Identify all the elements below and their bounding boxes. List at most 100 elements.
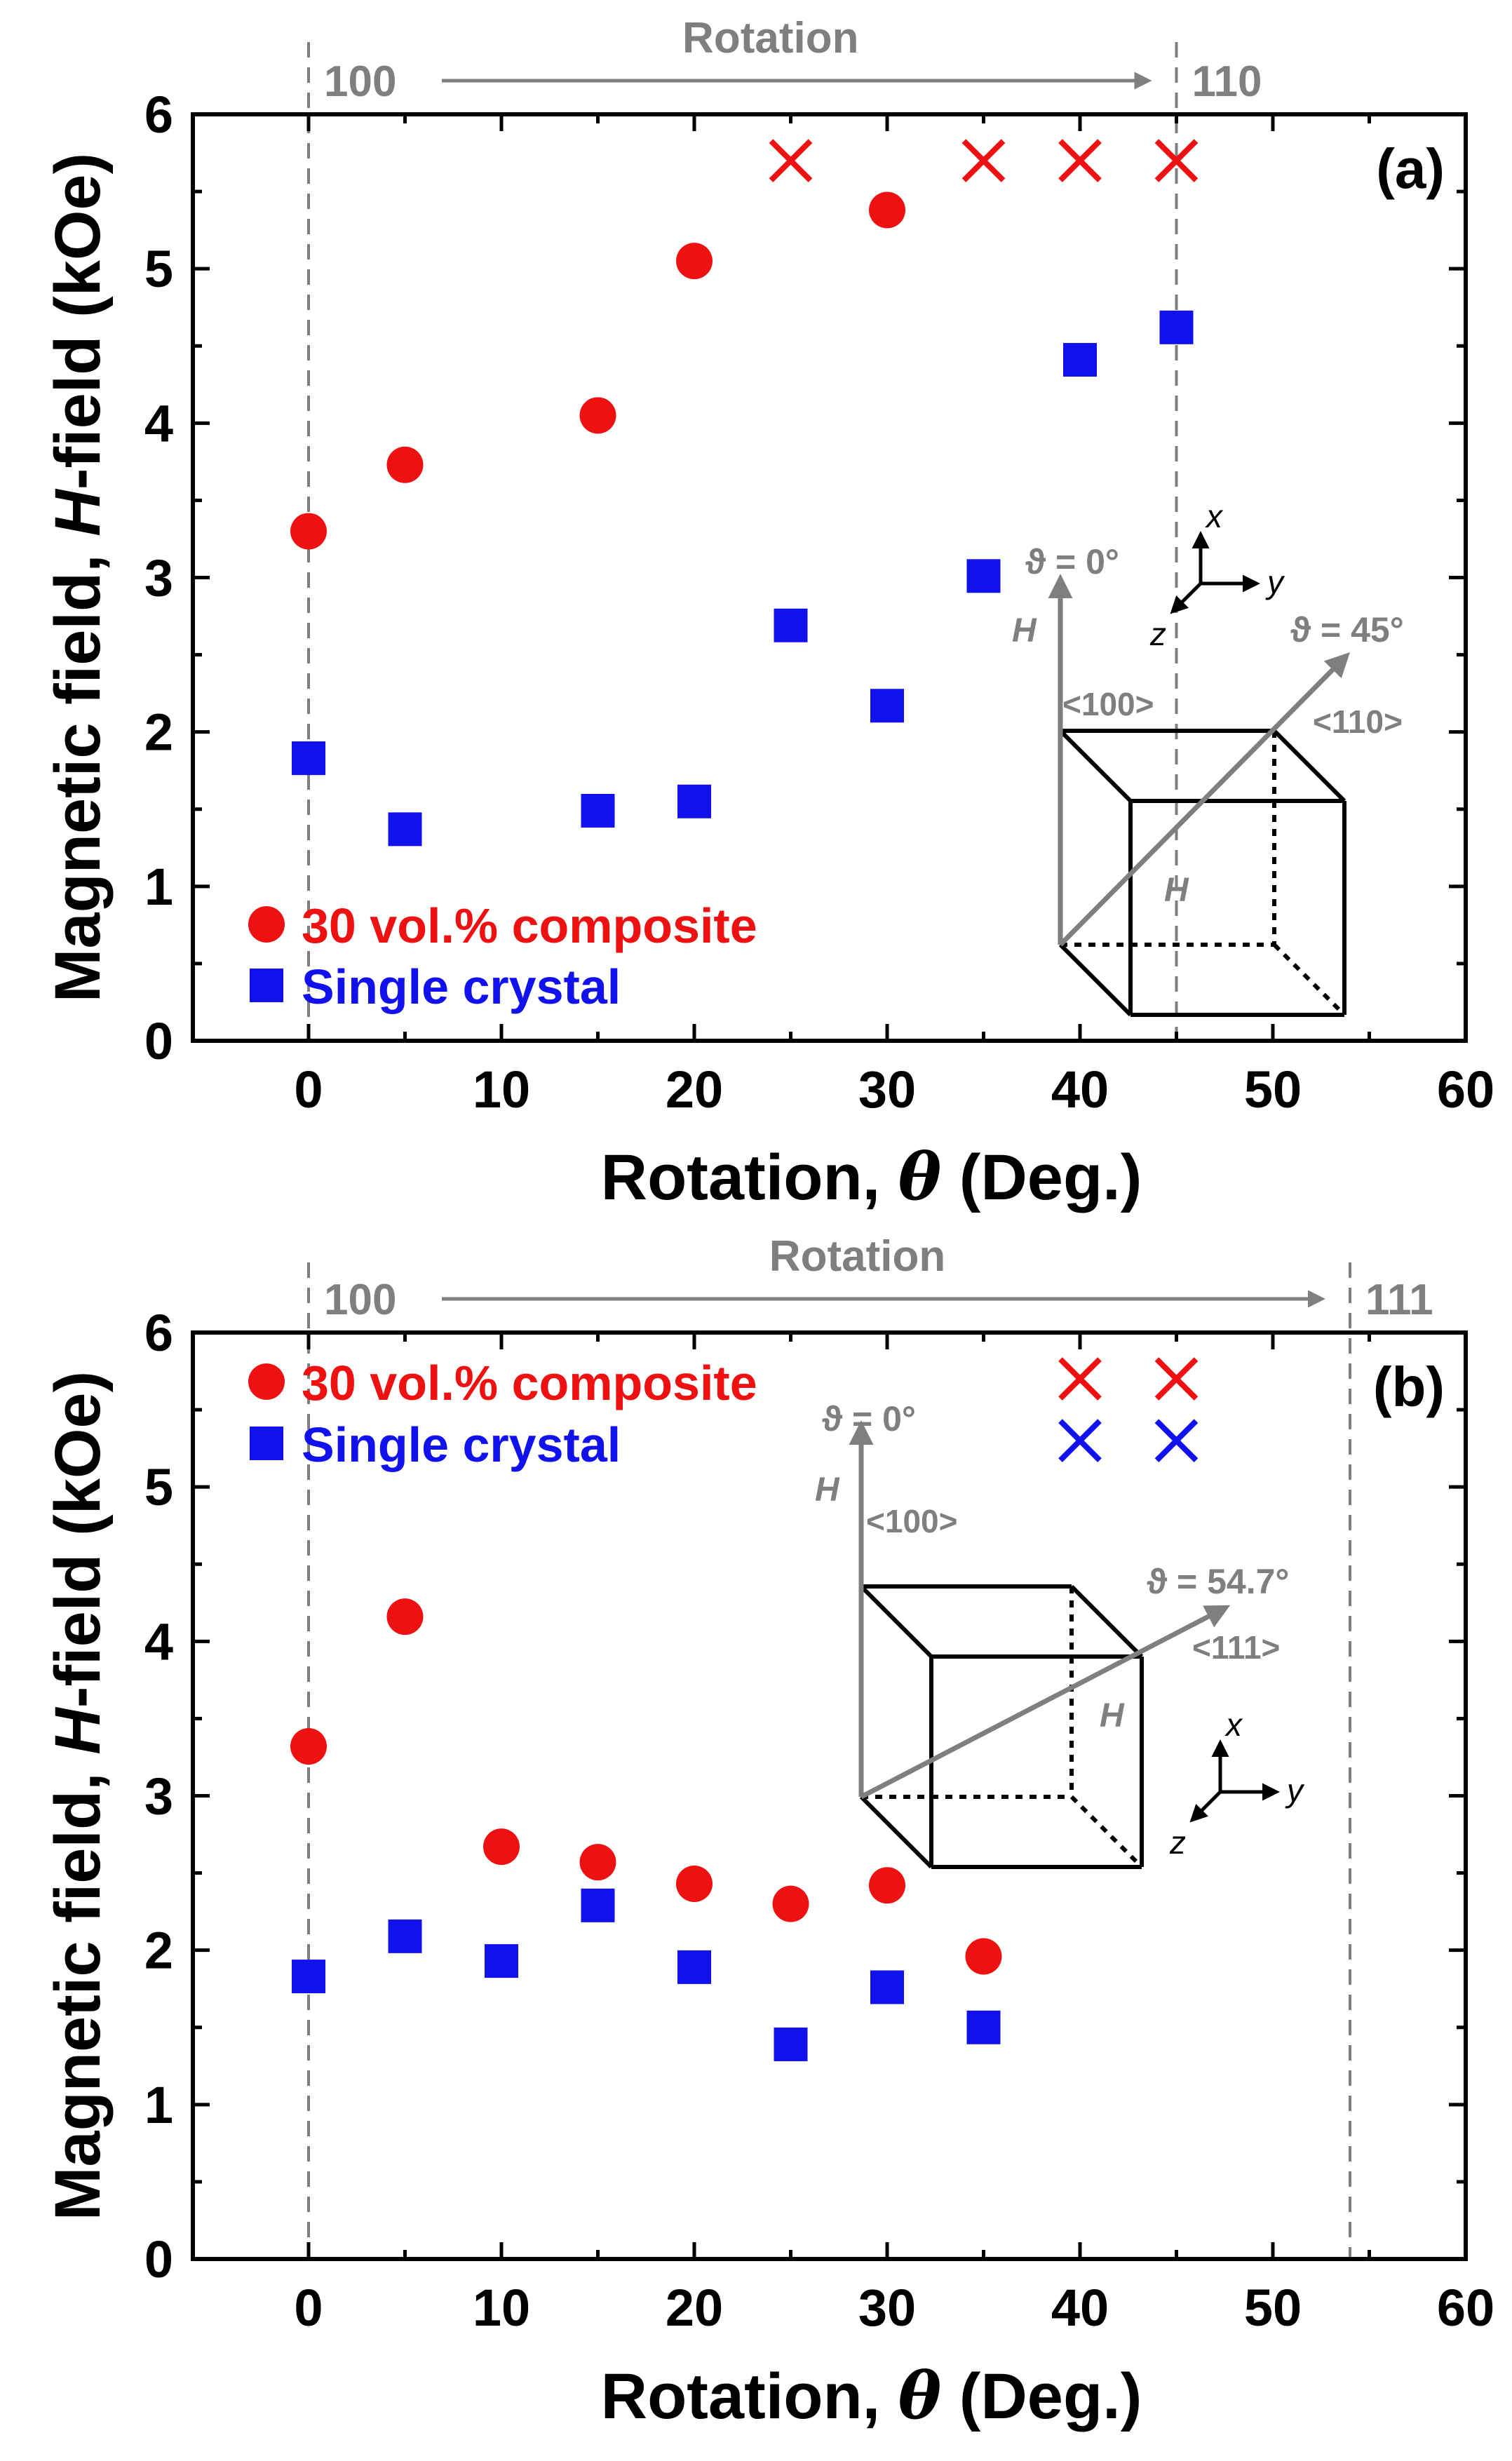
y-tick-label: 2 [144,703,173,762]
inset-theta-0: ϑ = 0° [822,1399,916,1438]
data-point-composite [869,1867,905,1904]
data-point-single-crystal [870,689,904,723]
data-point-composite [676,1865,713,1902]
legend-label-composite: 30 vol.% composite [302,1356,757,1410]
cube-edge [1058,729,1133,803]
no-switch-cross-marker [1058,1419,1102,1462]
data-point-composite [772,1885,809,1922]
y-tick-label: 0 [144,1012,173,1070]
data-point-composite [965,1938,1002,1975]
cross-stroke [961,139,1006,182]
rotation-label: Rotation [769,1232,945,1281]
x-tick-label: 10 [473,2279,530,2337]
inset-crystal-schematic: ϑ = 0° ϑ = 54.7° <100> <111> H H x y z [815,1399,1305,1869]
data-point-single-crystal [774,2027,808,2061]
data-point-single-crystal [966,559,1001,593]
inset-theta-0: ϑ = 0° [1025,542,1119,581]
y-axis-label: Magnetic field, H-field (kOe) [42,1371,114,2220]
y-axis-label-suffix: -field (kOe) [42,153,114,490]
y-axis-label-italic: H [42,488,114,537]
coord-z-label: z [1149,616,1166,652]
data-point-single-crystal [581,1888,615,1922]
y-tick-label: 4 [144,1612,173,1671]
legend-label-single-crystal: Single crystal [302,1417,621,1472]
cube-edge [1272,729,1346,803]
x-tick-label: 20 [666,2279,723,2337]
legend-marker-composite [248,1363,285,1400]
y-tick-label: 3 [144,1767,173,1826]
inset-theta-1: ϑ = 45° [1290,610,1404,649]
data-point-composite [290,1728,327,1765]
x-tick-label: 40 [1051,1060,1109,1119]
coord-z-axis [1189,1791,1222,1823]
inset-dir-100: <100> [866,1503,957,1539]
data-point-single-crystal [966,2010,1001,2044]
y-tick-label: 1 [144,2076,173,2134]
coord-y-label: y [1265,564,1285,600]
cross-stroke [769,139,813,182]
y-tick-label: 4 [144,394,173,452]
data-point-single-crystal [870,1970,904,2004]
coord-z-axis [1170,582,1202,614]
x-axis-label: Rotation, θ (Deg.) [601,1139,1142,1215]
rotation-label: Rotation [682,14,858,62]
legend-marker-composite [248,906,285,943]
coord-z-label: z [1169,1824,1186,1861]
data-point-composite [579,1844,616,1881]
data-point-composite [483,1828,520,1866]
data-point-single-crystal [581,793,615,828]
rotation-start-label: 100 [324,58,396,106]
no-switch-cross-marker [961,139,1006,182]
x-tick-label: 20 [666,1060,723,1119]
legend-label-composite: 30 vol.% composite [302,898,757,953]
data-point-single-crystal [677,1950,711,1984]
x-axis-label-suffix: (Deg.) [941,2361,1142,2432]
data-point-single-crystal [292,1960,325,1994]
data-point-single-crystal [292,741,325,776]
y-tick-label: 5 [144,240,173,298]
x-tick-label: 50 [1244,1060,1302,1119]
cross-stroke [1058,139,1102,182]
y-axis-label-italic: H [42,1706,114,1755]
data-point-composite [676,243,713,280]
cube-edge [859,1795,933,1869]
cross-stroke [1058,1357,1102,1401]
x-tick-label: 0 [294,2279,323,2337]
data-point-single-crystal [1159,310,1194,344]
x-tick-label: 30 [858,2279,916,2337]
legend: 30 vol.% composite Single crystal [248,1356,757,1472]
inset-dir-100: <100> [1062,686,1154,722]
cross-stroke [1154,1357,1199,1401]
x-axis-label-prefix: Rotation, [601,2361,898,2432]
x-tick-label: 0 [294,1060,323,1119]
inset-dir-1: <110> [1313,703,1403,740]
y-axis-label-suffix: -field (kOe) [42,1371,114,1708]
legend-marker-single-crystal [250,1427,283,1460]
y-tick-label: 1 [144,858,173,916]
inset-h-diagonal: H [1164,872,1189,909]
panel-b: 100 111 Rotation 0 10 20 30 40 50 60 0 1 2 3 4 5 6 Rotati… [42,1232,1494,2434]
y-axis-label: Magnetic field, H-field (kOe) [42,153,114,1002]
x-tick-label: 30 [858,1060,916,1119]
no-switch-cross-marker [1154,139,1199,182]
h-field-diagonal-arrow [860,1605,1231,1800]
cube-hidden-edge [1069,1795,1144,1869]
inset-h-vertical: H [1012,612,1037,649]
x-tick-label: 40 [1051,2279,1109,2337]
rotation-end-label: 111 [1365,1276,1433,1324]
cross-stroke [1058,1419,1102,1462]
cross-stroke [1154,139,1199,182]
data-point-composite [869,191,905,229]
inset-crystal-schematic: ϑ = 0° ϑ = 45° <100> <110> H Hx y z [1012,498,1404,1017]
rotation-start-label: 100 [324,1276,396,1324]
no-switch-cross-marker [1154,1357,1199,1401]
h-field-diagonal-arrow [1058,652,1350,947]
data-point-single-crystal [388,812,422,847]
x-axis-label-suffix: (Deg.) [941,1142,1142,1213]
inset-theta-1: ϑ = 54.7° [1147,1562,1289,1601]
x-tick-label: 10 [473,1060,530,1119]
y-axis-label-prefix: Magnetic field, [42,537,114,1003]
cube-hidden-edge [1272,943,1346,1017]
panel-a: 100 110 Rotation 0 10 20 30 40 50 60 0 1 2 3 4 5 6 Rotati… [42,14,1494,1215]
